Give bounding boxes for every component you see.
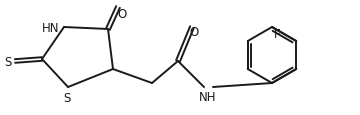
Text: HN: HN: [42, 22, 60, 35]
Text: S: S: [4, 55, 12, 68]
Text: NH: NH: [199, 91, 217, 104]
Text: F: F: [274, 27, 280, 40]
Text: S: S: [63, 92, 71, 105]
Text: O: O: [117, 8, 127, 21]
Text: O: O: [189, 25, 199, 38]
